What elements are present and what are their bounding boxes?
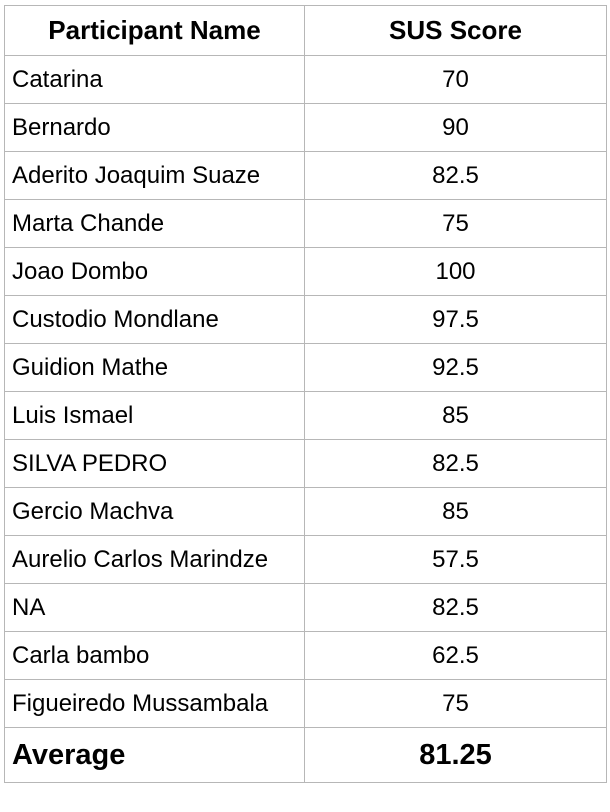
- participant-name-cell: SILVA PEDRO: [4, 439, 305, 488]
- participant-name-cell: Aurelio Carlos Marindze: [4, 535, 305, 584]
- sus-score-cell: 70: [304, 55, 607, 104]
- sus-score-cell: 82.5: [304, 151, 607, 200]
- sus-score-cell: 100: [304, 247, 607, 296]
- participant-name-cell: Aderito Joaquim Suaze: [4, 151, 305, 200]
- sus-score-cell: 82.5: [304, 439, 607, 488]
- sus-score-cell: 85: [304, 487, 607, 536]
- table-row: Custodio Mondlane 97.5: [4, 295, 607, 344]
- table-row: Figueiredo Mussambala 75: [4, 679, 607, 728]
- participant-name-cell: Gercio Machva: [4, 487, 305, 536]
- column-header-sus-score: SUS Score: [304, 5, 607, 56]
- participant-name-cell: Bernardo: [4, 103, 305, 152]
- sus-score-cell: 75: [304, 679, 607, 728]
- table-row: Luis Ismael 85: [4, 391, 607, 440]
- sus-score-cell: 90: [304, 103, 607, 152]
- table-row: Aurelio Carlos Marindze 57.5: [4, 535, 607, 584]
- participant-name-cell: Custodio Mondlane: [4, 295, 305, 344]
- table-row: Carla bambo 62.5: [4, 631, 607, 680]
- sus-score-cell: 85: [304, 391, 607, 440]
- table-row: NA 82.5: [4, 583, 607, 632]
- header-row: Participant Name SUS Score: [4, 5, 607, 56]
- participant-name-cell: NA: [4, 583, 305, 632]
- participant-name-cell: Joao Dombo: [4, 247, 305, 296]
- table-row: Marta Chande 75: [4, 199, 607, 248]
- table-row: SILVA PEDRO 82.5: [4, 439, 607, 488]
- sus-score-cell: 97.5: [304, 295, 607, 344]
- average-value: 81.25: [304, 727, 607, 783]
- table-row: Aderito Joaquim Suaze 82.5: [4, 151, 607, 200]
- sus-score-cell: 75: [304, 199, 607, 248]
- sus-score-cell: 82.5: [304, 583, 607, 632]
- participant-name-cell: Figueiredo Mussambala: [4, 679, 305, 728]
- participant-name-cell: Luis Ismael: [4, 391, 305, 440]
- sus-score-table-container: Participant Name SUS Score Catarina 70 B…: [4, 5, 607, 783]
- table-row: Guidion Mathe 92.5: [4, 343, 607, 392]
- table-row: Gercio Machva 85: [4, 487, 607, 536]
- sus-score-cell: 62.5: [304, 631, 607, 680]
- average-row: Average 81.25: [4, 727, 607, 783]
- table-row: Catarina 70: [4, 55, 607, 104]
- sus-score-cell: 57.5: [304, 535, 607, 584]
- sus-score-table: Participant Name SUS Score Catarina 70 B…: [4, 5, 607, 783]
- column-header-participant-name: Participant Name: [4, 5, 305, 56]
- sus-score-cell: 92.5: [304, 343, 607, 392]
- participant-name-cell: Catarina: [4, 55, 305, 104]
- participant-name-cell: Guidion Mathe: [4, 343, 305, 392]
- participant-name-cell: Marta Chande: [4, 199, 305, 248]
- table-row: Bernardo 90: [4, 103, 607, 152]
- participant-name-cell: Carla bambo: [4, 631, 305, 680]
- average-label: Average: [4, 727, 305, 783]
- table-row: Joao Dombo 100: [4, 247, 607, 296]
